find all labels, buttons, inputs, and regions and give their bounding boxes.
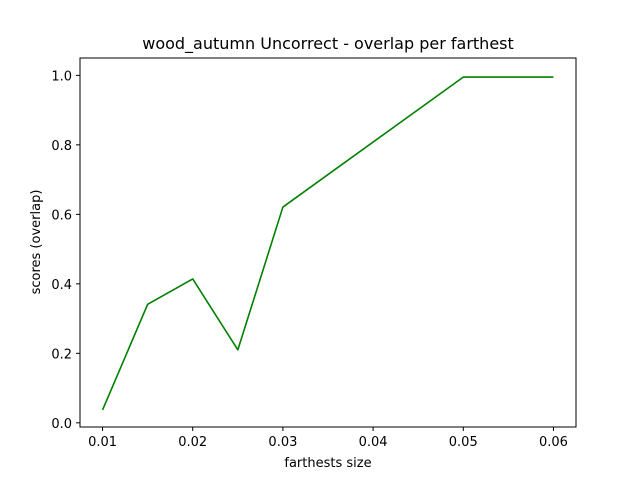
- y-tick-label: 0.6: [51, 208, 72, 223]
- series-layer: [101, 76, 554, 411]
- series-line-0: [101, 76, 554, 411]
- x-tick-label: 0.06: [539, 435, 568, 450]
- chart-title: wood_autumn Uncorrect - overlap per fart…: [142, 34, 514, 54]
- y-axis-label: scores (overlap): [29, 190, 44, 295]
- x-tick-label: 0.04: [359, 435, 388, 450]
- x-tick-label: 0.05: [449, 435, 478, 450]
- y-tick-label: 1.0: [51, 69, 72, 84]
- x-axis-ticks: 0.01 0.02 0.03 0.04 0.05 0.06: [88, 427, 568, 450]
- y-tick-label: 0.8: [51, 139, 72, 154]
- y-tick-label: 0.2: [51, 347, 72, 362]
- y-tick-label: 0.4: [51, 278, 72, 293]
- y-tick-label: 0.0: [51, 417, 72, 432]
- x-axis-label: farthests size: [284, 456, 371, 471]
- y-axis-ticks: 0.0 0.2 0.4 0.6 0.8 1.0: [51, 69, 80, 432]
- plot-frame: [79, 57, 577, 428]
- x-tick-label: 0.01: [88, 435, 117, 450]
- x-tick-label: 0.03: [268, 435, 297, 450]
- x-tick-label: 0.02: [178, 435, 207, 450]
